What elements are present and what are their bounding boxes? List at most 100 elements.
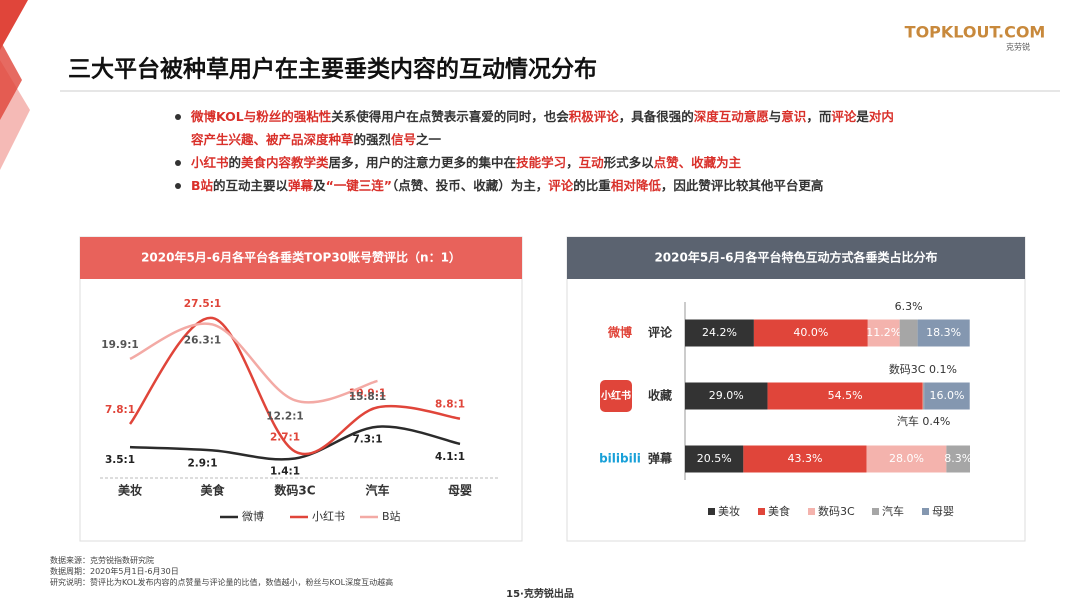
bullet-text: ，而 — [806, 109, 832, 124]
platform-logo: 微博 — [607, 325, 632, 340]
data-label: 3.5:1 — [105, 454, 135, 466]
panel-header — [567, 237, 1025, 279]
footer-source: 数据来源：克劳锐指数研究院 — [50, 556, 154, 565]
bullet-text: 技能学习 — [516, 155, 567, 170]
legend-swatch — [808, 508, 815, 515]
bullet-text: 意识 — [781, 109, 807, 124]
legend-swatch — [758, 508, 765, 515]
bullet-text: 与 — [768, 109, 782, 124]
bullet-text: 的 — [228, 155, 242, 170]
data-label: 40.0% — [793, 326, 828, 339]
slide-title: 三大平台被种草用户在主要垂类内容的互动情况分布 — [68, 56, 597, 83]
bar-segment — [743, 445, 867, 473]
y-tick-label: 弹幕 — [648, 451, 673, 466]
panel-header — [80, 237, 522, 279]
footer-note: 研究说明：赞评比为KOL发布内容的点赞量与评论量的比值，数值越小，粉丝与KOL深… — [50, 578, 394, 587]
legend-label: B站 — [382, 509, 401, 523]
chart-title: 2020年5月-6月各平台各垂类TOP30账号赞评比（n：1） — [141, 250, 461, 265]
x-tick-label: 美妆 — [118, 483, 142, 498]
bullet-text: （点赞、投币、收藏）为主， — [392, 178, 549, 193]
data-label: 24.2% — [702, 326, 737, 339]
data-label: 15.8:1 — [349, 391, 386, 403]
bullet-text: 微博KOL与粉丝的强粘性 — [191, 109, 332, 124]
bar-segment — [685, 382, 768, 410]
bar-segment — [924, 382, 970, 410]
x-tick-label: 数码3C — [274, 483, 315, 498]
data-label: 7.3:1 — [352, 434, 382, 446]
y-tick-label: 收藏 — [648, 388, 672, 403]
page-number: 15·克劳锐出品 — [506, 587, 574, 600]
legend-swatch — [708, 508, 715, 515]
bar-segment — [899, 319, 918, 347]
bar-segment — [866, 445, 947, 473]
data-label: 8.8:1 — [435, 399, 465, 411]
data-label: 1.4:1 — [270, 465, 300, 477]
legend-label: 微博 — [242, 509, 264, 523]
bullet-text: 是 — [856, 109, 869, 124]
panel — [79, 236, 523, 542]
data-label: 8.3% — [944, 452, 972, 465]
bar-segment — [767, 382, 923, 410]
line — [129, 425, 461, 461]
data-label: 2.9:1 — [187, 457, 217, 469]
x-tick-label: 美食 — [200, 483, 225, 498]
data-label: 6.3% — [895, 300, 923, 313]
data-label: 4.1:1 — [435, 451, 465, 463]
bullet-text: 信号 — [391, 132, 417, 147]
corner-deco — [0, 40, 22, 120]
platform-logo: 小红书 — [600, 389, 631, 402]
bar-segment — [917, 319, 970, 347]
data-label: 18.3% — [926, 326, 961, 339]
bullet-text: 弹幕 — [288, 178, 314, 193]
bar-segment — [867, 319, 900, 347]
data-label: 19.9:1 — [101, 339, 138, 351]
logo: TOPKLOUT.COM — [905, 23, 1046, 42]
bullet-text: 点赞、收藏为主 — [653, 155, 742, 170]
corner-deco — [0, 0, 28, 50]
bullet-text: 互动 — [578, 155, 604, 170]
legend-label: 汽车 — [882, 504, 904, 518]
legend-swatch — [922, 508, 929, 515]
bar-segment — [753, 319, 868, 347]
bar-segment — [685, 319, 754, 347]
data-label: 29.0% — [709, 389, 744, 402]
data-label: 43.3% — [788, 452, 823, 465]
data-label: 汽车 0.4% — [897, 414, 950, 428]
logo-sub: 克劳锐 — [1006, 42, 1030, 52]
data-label: 16.0% — [929, 389, 964, 402]
bullet-text: 美食内容教学类 — [241, 155, 329, 170]
data-label: 54.5% — [828, 389, 863, 402]
bullet-text: 相对降低 — [610, 178, 661, 193]
legend-label: 数码3C — [818, 505, 855, 518]
data-label: 2.7:1 — [270, 431, 300, 443]
data-label: 10.9:1 — [349, 387, 386, 399]
bullet-text: 对内容产生兴趣、被产品深度种草 — [191, 109, 894, 147]
bullet-text: ，具备很强的 — [618, 109, 694, 124]
line — [129, 316, 461, 456]
footer-period: 数据周期：2020年5月1日-6月30日 — [50, 567, 179, 576]
bullet-text: 的互动主要以 — [213, 178, 289, 193]
bullet: 小红书的美食内容教学类居多，用户的注意力更多的集中在技能学习，互动形式多以点赞、… — [175, 151, 905, 174]
data-label: 26.3:1 — [184, 334, 221, 346]
x-tick-label: 汽车 — [365, 483, 389, 498]
bullet-text: 深度互动意愿 — [693, 109, 769, 124]
bullet-text: ， — [566, 155, 579, 170]
bullet-text: 评论 — [831, 109, 857, 124]
bullet-text: B站 — [191, 178, 214, 193]
chart-title: 2020年5月-6月各平台特色互动方式各垂类占比分布 — [654, 250, 937, 265]
bullet-text: ，因此赞评比较其他平台更高 — [660, 178, 824, 193]
data-label: 28.0% — [889, 452, 924, 465]
line — [129, 322, 378, 404]
bullet-text: 关系使得用户在点赞表示喜爱的同时，也会 — [331, 109, 569, 124]
legend-label: 小红书 — [312, 510, 345, 523]
bar-segment — [946, 445, 970, 473]
bullet: 微博KOL与粉丝的强粘性关系使得用户在点赞表示喜爱的同时，也会积极评论，具备很强… — [175, 105, 905, 151]
legend-label: 美食 — [768, 504, 790, 518]
legend-label: 美妆 — [718, 505, 740, 518]
bullet-text: 形式多以 — [603, 155, 654, 170]
bar-segment — [685, 445, 744, 473]
bullet-text: 的比重 — [573, 178, 611, 193]
data-label: 20.5% — [697, 452, 732, 465]
